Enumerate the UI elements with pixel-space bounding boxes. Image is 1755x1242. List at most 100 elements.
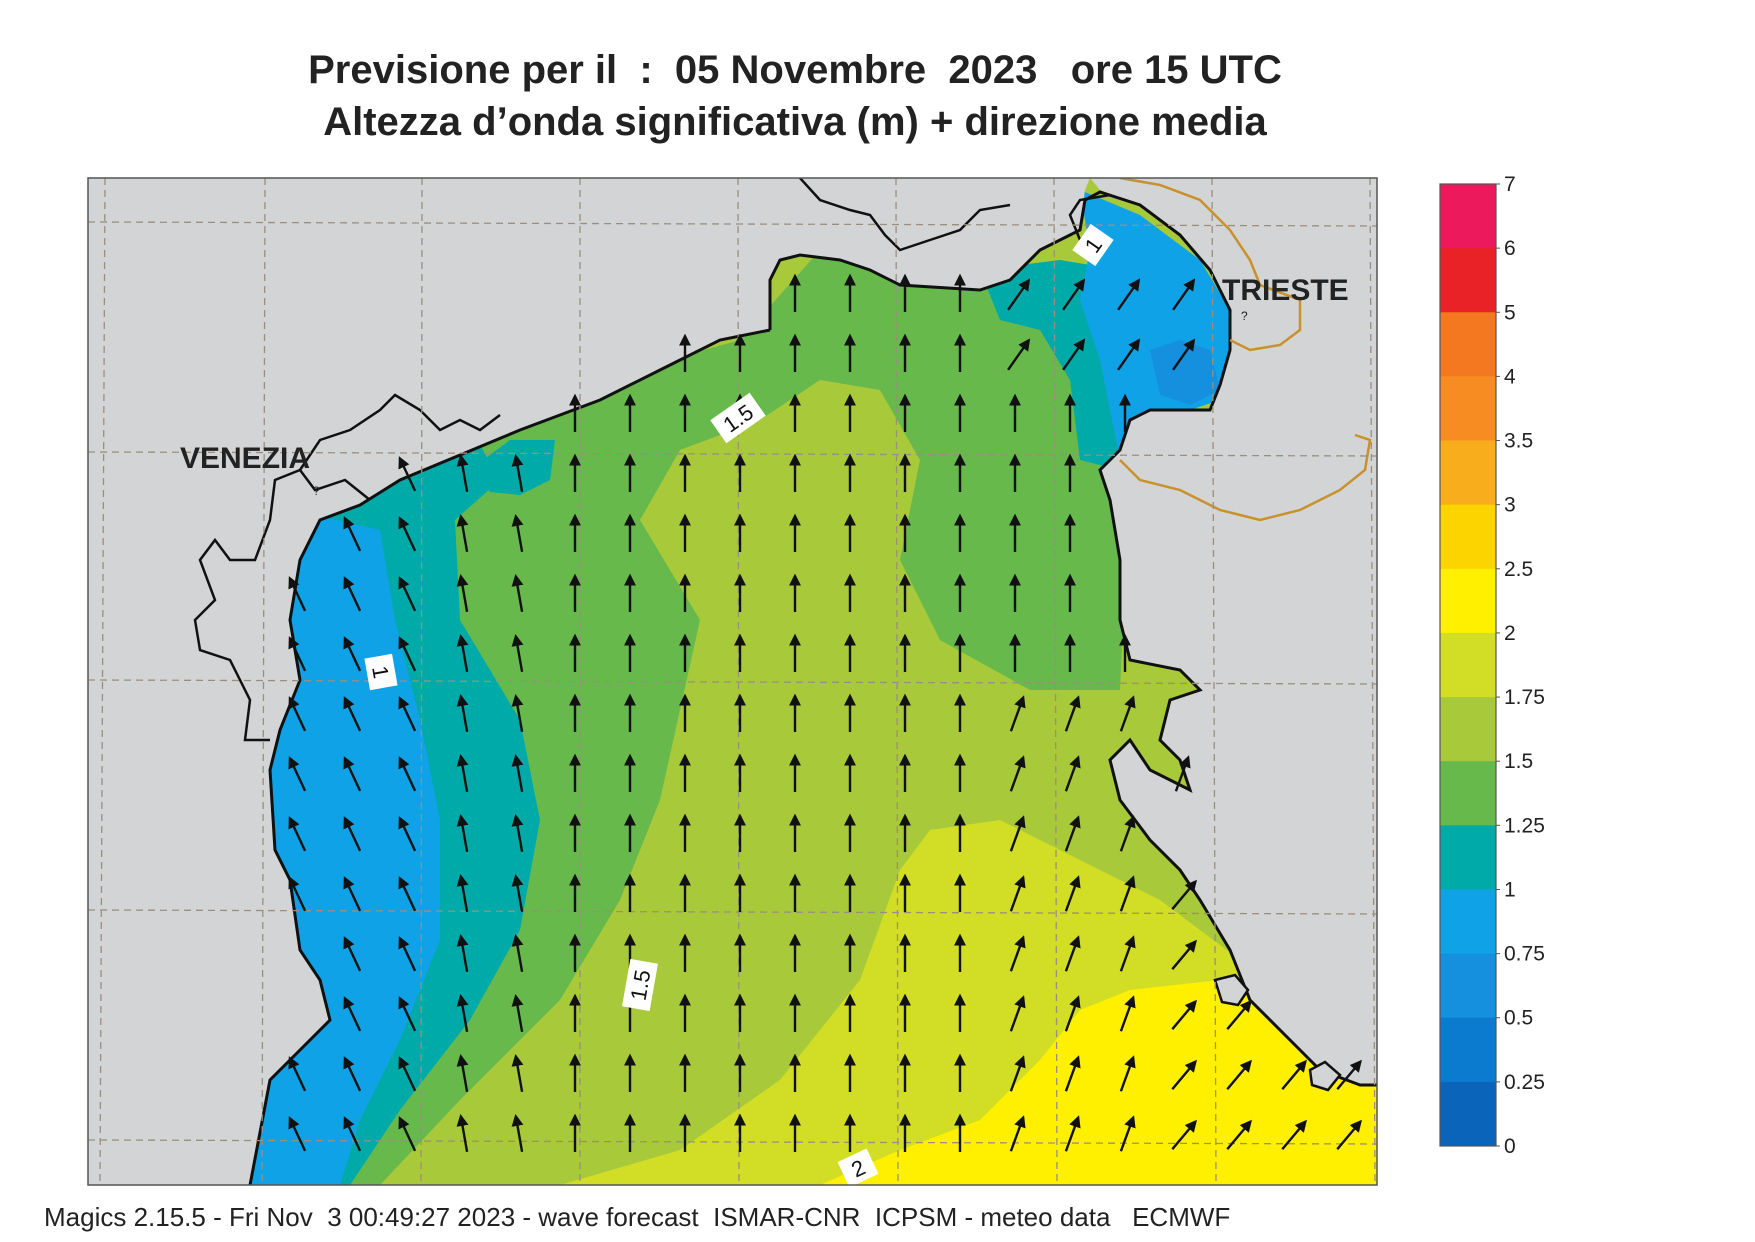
color-legend: 0 0.25 0.5 0.75 1 1.25 1.5 1.75 2 2.5 3 3.5 4 5 6 7 — [1439, 173, 1545, 1158]
wave-direction-arrow — [1064, 695, 1081, 732]
legend-frame — [1439, 183, 1497, 1147]
wave-direction-arrow — [1171, 1119, 1197, 1150]
wave-direction-arrow — [1064, 995, 1081, 1032]
wave-direction-arrow — [343, 996, 362, 1032]
wave-direction-arrow — [1007, 278, 1031, 311]
wave-direction-arrow — [456, 994, 469, 1033]
wave-direction-arrow — [398, 456, 417, 492]
city-marker-trieste: ? — [1241, 309, 1248, 323]
wave-direction-arrow — [1009, 815, 1026, 852]
wave-direction-arrow — [1009, 755, 1026, 792]
map-frame — [87, 177, 1378, 1186]
wave-direction-arrow — [1226, 999, 1252, 1030]
wave-direction-arrow — [511, 634, 524, 673]
wave-direction-arrow — [1119, 875, 1136, 912]
wave-direction-arrow — [343, 696, 362, 732]
wave-direction-arrow — [1009, 1115, 1026, 1152]
wave-direction-arrow — [1064, 875, 1081, 912]
wave-direction-arrow — [511, 814, 524, 853]
legend-label: 7 — [1504, 173, 1516, 196]
wave-direction-arrow — [288, 756, 307, 792]
legend-label: 3.5 — [1504, 430, 1533, 453]
wave-direction-arrow — [398, 756, 417, 792]
wave-direction-arrow — [1226, 1119, 1252, 1150]
wave-direction-arrow — [456, 754, 469, 793]
wave-direction-arrow — [1009, 695, 1026, 732]
wave-direction-arrow — [343, 576, 362, 612]
wave-direction-arrow — [456, 454, 469, 493]
wave-direction-arrow — [1119, 935, 1136, 972]
land-istria — [1090, 178, 1377, 1085]
coastline-lagoon — [193, 468, 371, 742]
legend-swatch — [1440, 184, 1496, 249]
wave-zone-0-5-ne — [1150, 340, 1220, 405]
wave-direction-arrow — [456, 1114, 469, 1153]
wave-direction-arrow — [456, 694, 469, 733]
wave-direction-arrow — [398, 816, 417, 852]
wave-direction-arrow — [343, 876, 362, 912]
wave-direction-arrow — [1171, 939, 1197, 970]
wave-direction-arrow — [1117, 278, 1141, 311]
wave-direction-arrow — [1174, 755, 1191, 792]
contour-label-1-west: 1 — [367, 664, 394, 680]
wave-direction-arrow — [456, 634, 469, 673]
wave-direction-arrow — [343, 816, 362, 852]
wave-direction-arrow — [1119, 1055, 1136, 1092]
wave-direction-arrow — [1336, 1119, 1362, 1150]
wave-direction-arrow — [1064, 1115, 1081, 1152]
wave-direction-arrow — [398, 936, 417, 972]
wave-direction-arrow — [1172, 338, 1196, 371]
legend-swatch — [1440, 568, 1496, 634]
country-border — [1119, 178, 1372, 522]
wave-direction-arrow — [288, 1056, 307, 1092]
coastline-lagoon-north — [298, 393, 501, 471]
legend-label: 1.25 — [1504, 814, 1545, 837]
wave-direction-arrow — [511, 754, 524, 793]
wave-direction-arrow — [343, 516, 362, 552]
legend-swatch — [1440, 312, 1496, 377]
wave-direction-arrow — [511, 1114, 524, 1153]
legend-swatch — [1440, 889, 1496, 955]
wave-direction-arrow — [288, 696, 307, 732]
wave-direction-arrow — [343, 1116, 362, 1152]
wave-direction-arrow — [1119, 995, 1136, 1032]
legend-label: 0.25 — [1504, 1071, 1545, 1094]
wave-direction-arrow — [1336, 1059, 1362, 1090]
wave-direction-arrow — [398, 636, 417, 672]
wave-direction-arrow — [398, 876, 417, 912]
legend-swatch — [1440, 440, 1496, 506]
legend-label: 0.5 — [1504, 1007, 1533, 1030]
coastline-north — [768, 190, 1377, 1087]
wave-direction-arrow — [1062, 338, 1086, 371]
wave-direction-arrow — [511, 574, 524, 613]
legend-swatch — [1440, 953, 1496, 1019]
coastline-island-south — [1308, 1060, 1342, 1092]
wave-direction-arrow — [1226, 1059, 1252, 1090]
wave-direction-arrow — [1062, 278, 1086, 311]
lagoon-island — [400, 410, 445, 450]
wave-direction-arrow — [511, 694, 524, 733]
wave-direction-arrow — [1064, 815, 1081, 852]
contour-label-1-5-south: 1.5 — [626, 968, 656, 1002]
legend-label: 1.75 — [1504, 686, 1545, 709]
wave-direction-arrow — [288, 576, 307, 612]
footer-credits: Magics 2.15.5 - Fri Nov 3 00:49:27 2023 … — [44, 1202, 1231, 1232]
wave-direction-arrow — [398, 516, 417, 552]
wave-direction-arrow — [288, 636, 307, 672]
wave-direction-arrow — [1064, 755, 1081, 792]
wave-direction-arrow — [1064, 935, 1081, 972]
coastline-marano — [799, 178, 1011, 252]
wave-direction-arrow — [1171, 1059, 1197, 1090]
legend-label: 0 — [1504, 1135, 1516, 1158]
wave-direction-arrow — [1171, 999, 1197, 1030]
wave-direction-arrow — [511, 934, 524, 973]
wave-direction-arrow — [343, 1056, 362, 1092]
legend-label: 3 — [1504, 494, 1516, 517]
legend-swatch — [1440, 1017, 1496, 1083]
wave-direction-arrow — [511, 514, 524, 553]
wave-direction-arrow — [1009, 1055, 1026, 1092]
city-marker-venezia: ? — [313, 484, 320, 498]
wave-direction-arrow — [1172, 278, 1196, 311]
wave-direction-arrow — [343, 636, 362, 672]
